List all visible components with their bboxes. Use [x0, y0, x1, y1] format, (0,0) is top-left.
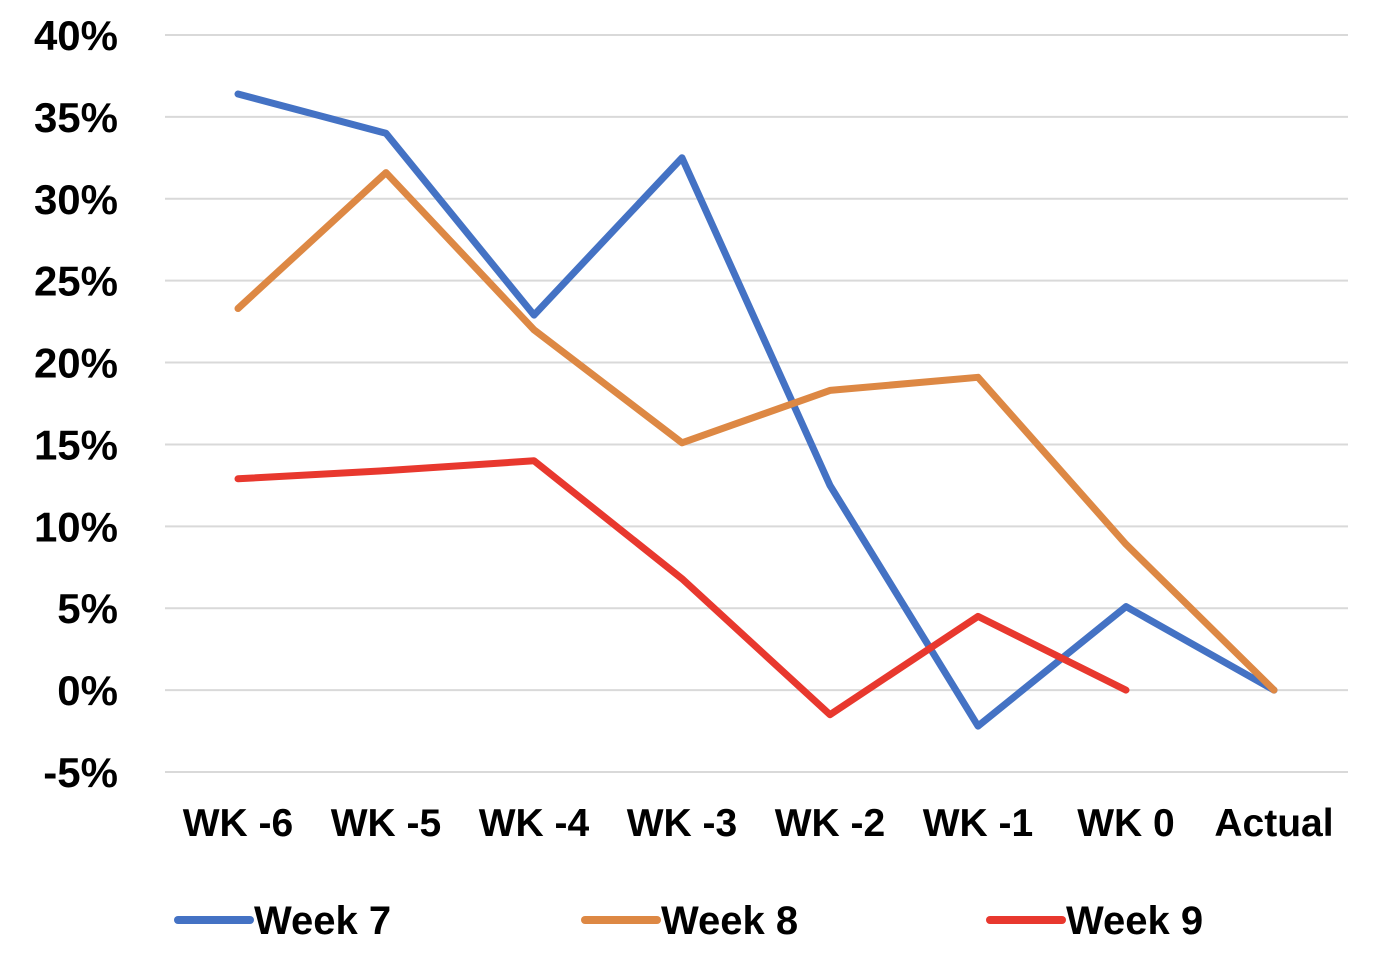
series-line-week-8: [234, 169, 1278, 694]
series-line-week-9: [234, 457, 1130, 719]
y-tick-label: 40%: [34, 12, 118, 59]
x-tick-label: WK 0: [1077, 802, 1175, 845]
legend-label-week-9: Week 9: [1066, 899, 1203, 943]
y-tick-label: 15%: [34, 421, 118, 468]
y-tick-label: 20%: [34, 340, 118, 387]
legend-label-week-7: Week 7: [254, 899, 391, 943]
legend-label-week-8: Week 8: [661, 899, 798, 943]
x-tick-label: WK -1: [923, 802, 1034, 845]
y-tick-label: 10%: [34, 503, 118, 550]
x-tick-label: WK -6: [183, 802, 294, 845]
x-tick-label: Actual: [1214, 802, 1333, 845]
x-tick-label: WK -4: [479, 802, 590, 845]
gridlines: [165, 34, 1348, 773]
series-lines: [234, 90, 1278, 730]
x-tick-label: WK -2: [775, 802, 886, 845]
y-tick-label: 0%: [57, 667, 118, 714]
x-axis: WK -6 WK -5 WK -4 WK -3 WK -2 WK -1 WK 0 Actual: [183, 802, 1334, 845]
x-tick-label: WK -5: [331, 802, 442, 845]
y-axis: 40% 35% 30% 25% 20% 15% 10% 5% 0% -5%: [34, 12, 118, 796]
series-line-week-7: [234, 90, 1278, 730]
legend: Week 7 Week 8 Week 9: [174, 899, 1203, 943]
y-tick-label: 30%: [34, 176, 118, 223]
y-tick-label: 5%: [57, 585, 118, 632]
y-tick-label: 25%: [34, 258, 118, 305]
y-tick-label: 35%: [34, 94, 118, 141]
x-tick-label: WK -3: [627, 802, 738, 845]
y-tick-label: -5%: [43, 749, 118, 796]
